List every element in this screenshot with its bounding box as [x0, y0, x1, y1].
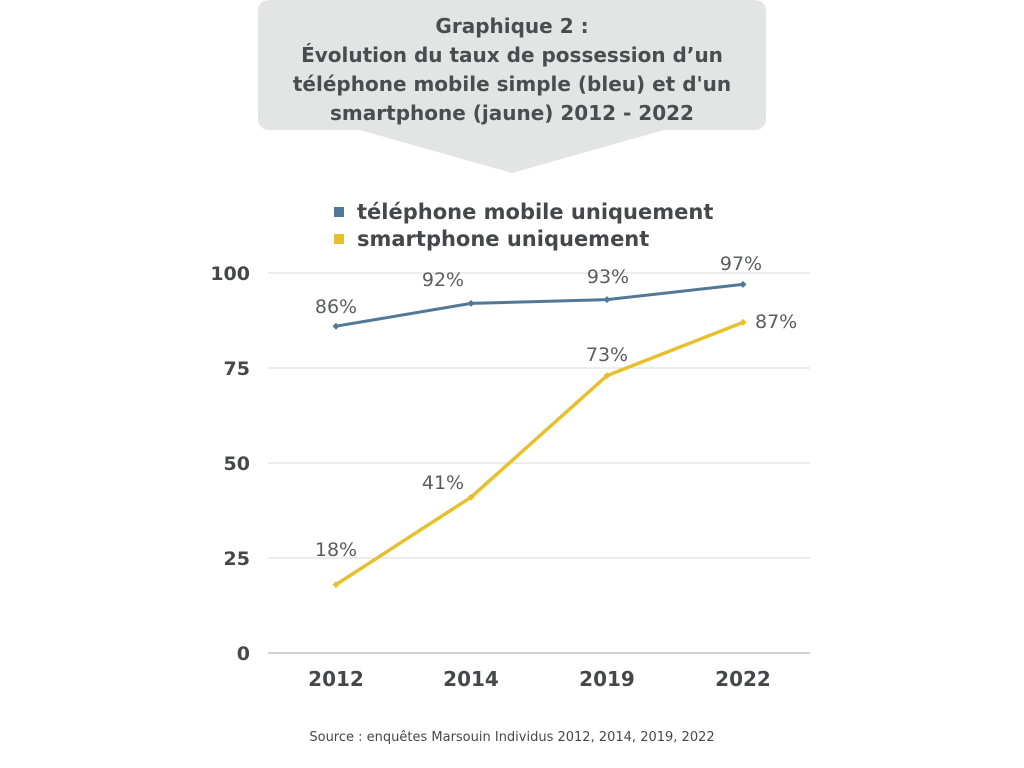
y-tick-label: 100 — [210, 263, 250, 285]
title-bubble — [258, 0, 766, 173]
data-point-mobile — [332, 322, 340, 330]
y-tick-label: 50 — [224, 453, 250, 475]
legend-marker-mobile — [334, 207, 344, 217]
data-point-smartphone — [467, 493, 475, 501]
data-label-mobile: 93% — [587, 266, 629, 288]
data-label-smartphone: 18% — [315, 539, 357, 561]
data-point-mobile — [739, 280, 747, 288]
x-tick-label: 2014 — [443, 667, 499, 691]
data-label-smartphone: 73% — [586, 344, 628, 366]
data-label-smartphone: 41% — [422, 472, 464, 494]
y-tick-label: 0 — [237, 643, 250, 665]
series-line-smartphone — [335, 320, 744, 587]
data-label-mobile: 92% — [422, 269, 464, 291]
title-bubble-shape — [258, 0, 766, 173]
title-line-3: téléphone mobile simple (bleu) et d'un — [292, 72, 732, 96]
data-label-mobile: 86% — [315, 296, 357, 318]
source-note: Source : enquêtes Marsouin Individus 201… — [309, 730, 715, 745]
title-line-1: Graphique 2 : — [435, 14, 589, 38]
y-tick-label: 75 — [224, 358, 250, 380]
y-tick-label: 25 — [224, 548, 250, 570]
title-line-2: Évolution du taux de possession d’un — [301, 43, 723, 67]
data-point-smartphone — [332, 581, 340, 589]
data-label-mobile: 97% — [720, 253, 762, 275]
data-label-smartphone: 87% — [755, 311, 797, 333]
series-line-mobile — [335, 282, 744, 328]
x-tick-label: 2012 — [308, 667, 364, 691]
chart-title: Graphique 2 : Évolution du taux de posse… — [258, 12, 766, 128]
data-point-smartphone — [603, 372, 611, 380]
legend-marker-smartphone — [334, 234, 344, 244]
legend-label-smartphone: smartphone uniquement — [357, 227, 649, 251]
data-point-mobile — [603, 296, 611, 304]
data-point-mobile — [467, 299, 475, 307]
data-point-smartphone — [739, 318, 747, 326]
x-tick-label: 2019 — [579, 667, 635, 691]
title-line-4: smartphone (jaune) 2012 - 2022 — [330, 101, 694, 125]
x-tick-label: 2022 — [715, 667, 771, 691]
legend-label-mobile: téléphone mobile uniquement — [357, 200, 713, 224]
